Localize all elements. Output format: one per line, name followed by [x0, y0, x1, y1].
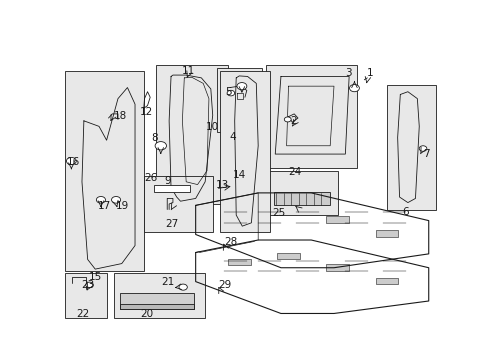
Bar	[326, 216, 348, 223]
Circle shape	[155, 141, 166, 150]
Circle shape	[237, 82, 246, 90]
Bar	[65, 273, 106, 318]
Text: 12: 12	[140, 107, 153, 117]
Circle shape	[349, 85, 359, 92]
Text: 10: 10	[205, 122, 219, 132]
Text: 8: 8	[151, 133, 158, 143]
Text: 6: 6	[401, 207, 407, 217]
Bar	[277, 205, 299, 212]
Bar	[375, 278, 398, 284]
Circle shape	[66, 157, 76, 165]
Text: 1: 1	[366, 68, 373, 78]
Bar	[386, 85, 435, 210]
Text: 5: 5	[224, 87, 231, 97]
Text: 21: 21	[161, 277, 174, 287]
Bar	[265, 171, 337, 215]
Text: 15: 15	[88, 272, 102, 282]
Bar	[156, 66, 227, 204]
Bar	[120, 293, 193, 309]
Text: 26: 26	[144, 173, 158, 183]
Text: 2: 2	[289, 116, 296, 126]
Text: 7: 7	[422, 149, 429, 159]
Text: 3: 3	[344, 68, 351, 78]
Circle shape	[418, 146, 426, 151]
Circle shape	[96, 197, 105, 203]
Text: 16: 16	[67, 157, 80, 167]
Bar	[227, 259, 250, 265]
Bar	[114, 273, 205, 318]
Text: 19: 19	[115, 201, 128, 211]
Text: 17: 17	[98, 201, 111, 211]
Bar	[65, 71, 144, 270]
Bar	[220, 71, 269, 232]
Text: 9: 9	[164, 176, 170, 186]
Bar	[265, 66, 356, 168]
Text: 27: 27	[165, 220, 179, 229]
Circle shape	[226, 90, 234, 96]
Text: 29: 29	[218, 280, 231, 291]
Circle shape	[179, 284, 187, 290]
Text: 4: 4	[229, 132, 236, 141]
Circle shape	[284, 117, 290, 122]
Text: 20: 20	[141, 309, 154, 319]
Text: 22: 22	[76, 309, 89, 319]
Bar	[227, 211, 250, 218]
Circle shape	[85, 282, 93, 288]
Bar	[375, 230, 398, 237]
Text: 14: 14	[232, 170, 245, 180]
Text: 11: 11	[181, 67, 195, 76]
Text: 13: 13	[215, 180, 228, 190]
Bar	[216, 68, 262, 132]
Circle shape	[111, 197, 121, 203]
Text: 23: 23	[81, 280, 94, 290]
Text: 28: 28	[224, 237, 237, 247]
Text: 18: 18	[114, 111, 127, 121]
Bar	[120, 304, 193, 309]
Bar	[274, 192, 329, 205]
Text: 24: 24	[288, 167, 301, 177]
Bar	[154, 185, 189, 192]
Bar	[144, 176, 212, 232]
Bar	[277, 253, 299, 260]
Bar	[326, 264, 348, 270]
Text: 25: 25	[272, 208, 285, 219]
